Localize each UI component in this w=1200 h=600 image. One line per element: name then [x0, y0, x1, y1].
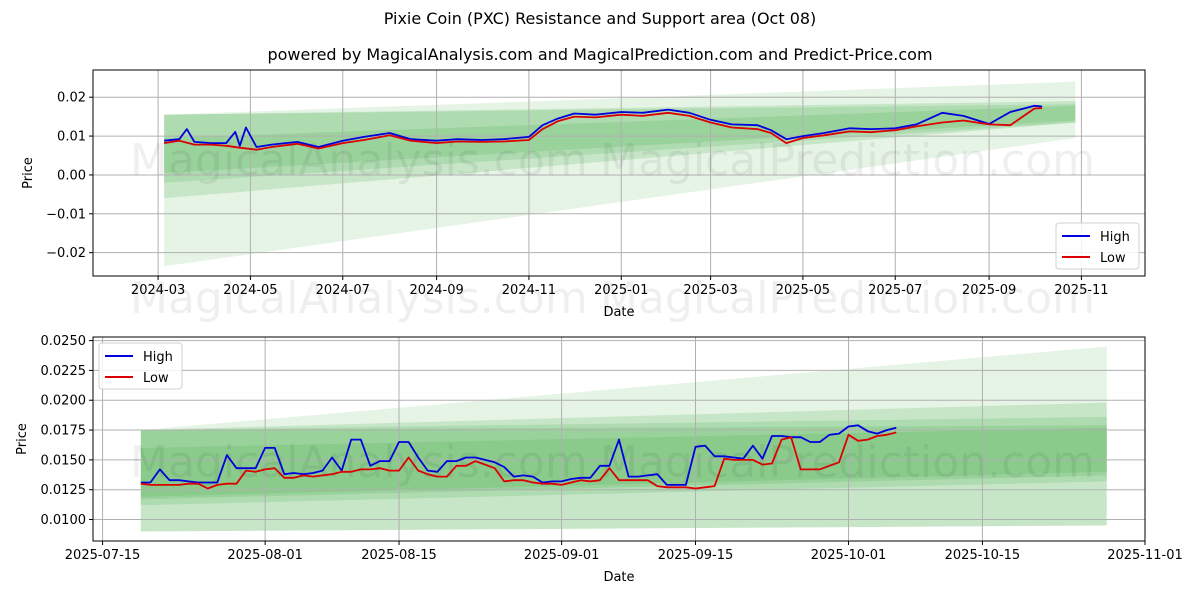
x-tick-label: 2025-03 — [683, 283, 737, 298]
x-tick-label: 2024-05 — [223, 283, 277, 298]
support-resistance-band — [164, 101, 1076, 199]
axes-frame — [92, 69, 1146, 277]
y-axis-label: Price — [21, 157, 36, 189]
watermark: MagicalPrediction.com — [600, 437, 1095, 488]
x-tick-label: 2025-07-15 — [65, 548, 141, 563]
axes-frame — [92, 336, 1146, 542]
y-tick-label: 0.0225 — [41, 364, 87, 379]
watermark: MagicalPrediction.com — [600, 273, 1095, 324]
x-tick-label: 2025-10-01 — [811, 548, 887, 563]
x-tick-label: 2025-05 — [776, 283, 830, 298]
legend-label-low: Low — [1100, 251, 1126, 266]
x-tick-label: 2024-11 — [502, 283, 556, 298]
y-tick-label: 0.0175 — [41, 424, 87, 439]
watermark: MagicalAnalysis.com — [130, 437, 588, 488]
support-resistance-band — [164, 105, 1076, 173]
y-tick-label: 0.0150 — [41, 453, 87, 468]
support-resistance-band — [140, 402, 1107, 532]
legend-label-low: Low — [143, 371, 169, 386]
y-tick-label: −0.01 — [46, 207, 86, 222]
x-tick-label: 2024-03 — [131, 283, 185, 298]
x-tick-label: 2025-11-01 — [1107, 548, 1183, 563]
x-tick-label: 2025-11 — [1054, 283, 1108, 298]
x-tick-label: 2024-07 — [316, 283, 370, 298]
chart-detail: MagicalAnalysis.com MagicalPrediction.com… — [15, 334, 1183, 585]
series-line-low — [140, 431, 897, 490]
x-tick-label: 2025-01 — [594, 283, 648, 298]
chart-overview: MagicalAnalysis.com MagicalPrediction.com… — [21, 69, 1146, 320]
legend: High Low — [98, 342, 183, 390]
x-tick-label: 2025-07 — [868, 283, 922, 298]
y-tick-label: 0.0125 — [41, 483, 87, 498]
legend: High Low — [1055, 222, 1140, 270]
y-tick-label: 0.01 — [57, 130, 86, 145]
plot-area: MagicalAnalysis.com MagicalPrediction.com — [93, 70, 1145, 276]
chart-subtitle: powered by MagicalAnalysis.com and Magic… — [267, 45, 933, 64]
series-line-low — [163, 107, 1043, 151]
x-tick-label: 2025-09-15 — [658, 548, 734, 563]
watermark: MagicalPrediction.com — [600, 135, 1095, 186]
chart-title: Pixie Coin (PXC) Resistance and Support … — [383, 9, 817, 28]
x-tick-label: 2025-08-01 — [227, 548, 303, 563]
y-tick-label: −0.02 — [46, 246, 86, 261]
series-line-high — [164, 104, 1043, 148]
y-axis-label: Price — [15, 423, 30, 455]
support-resistance-band — [164, 104, 1076, 183]
y-tick-label: 0.0250 — [41, 334, 87, 349]
watermark: MagicalAnalysis.com — [130, 273, 588, 324]
x-tick-label: 2025-09-01 — [524, 548, 600, 563]
support-resistance-band — [140, 425, 1107, 500]
series-line-high — [140, 424, 897, 486]
plot-area: MagicalAnalysis.com MagicalPrediction.com — [93, 337, 1145, 541]
x-tick-label: 2024-09 — [409, 283, 463, 298]
support-resistance-band — [140, 346, 1107, 532]
y-tick-label: 0.0100 — [41, 513, 87, 528]
x-tick-label: 2025-09 — [962, 283, 1016, 298]
legend-label-high: High — [1100, 230, 1130, 245]
x-tick-label: 2025-08-15 — [361, 548, 437, 563]
y-tick-label: 0.00 — [57, 168, 86, 183]
legend-label-high: High — [143, 350, 173, 365]
y-tick-label: 0.02 — [57, 91, 86, 106]
x-tick-label: 2025-10-15 — [945, 548, 1021, 563]
support-resistance-band — [140, 427, 1107, 497]
x-axis-label: Date — [603, 570, 634, 585]
y-tick-label: 0.0200 — [41, 394, 87, 409]
x-axis-label: Date — [603, 305, 634, 320]
